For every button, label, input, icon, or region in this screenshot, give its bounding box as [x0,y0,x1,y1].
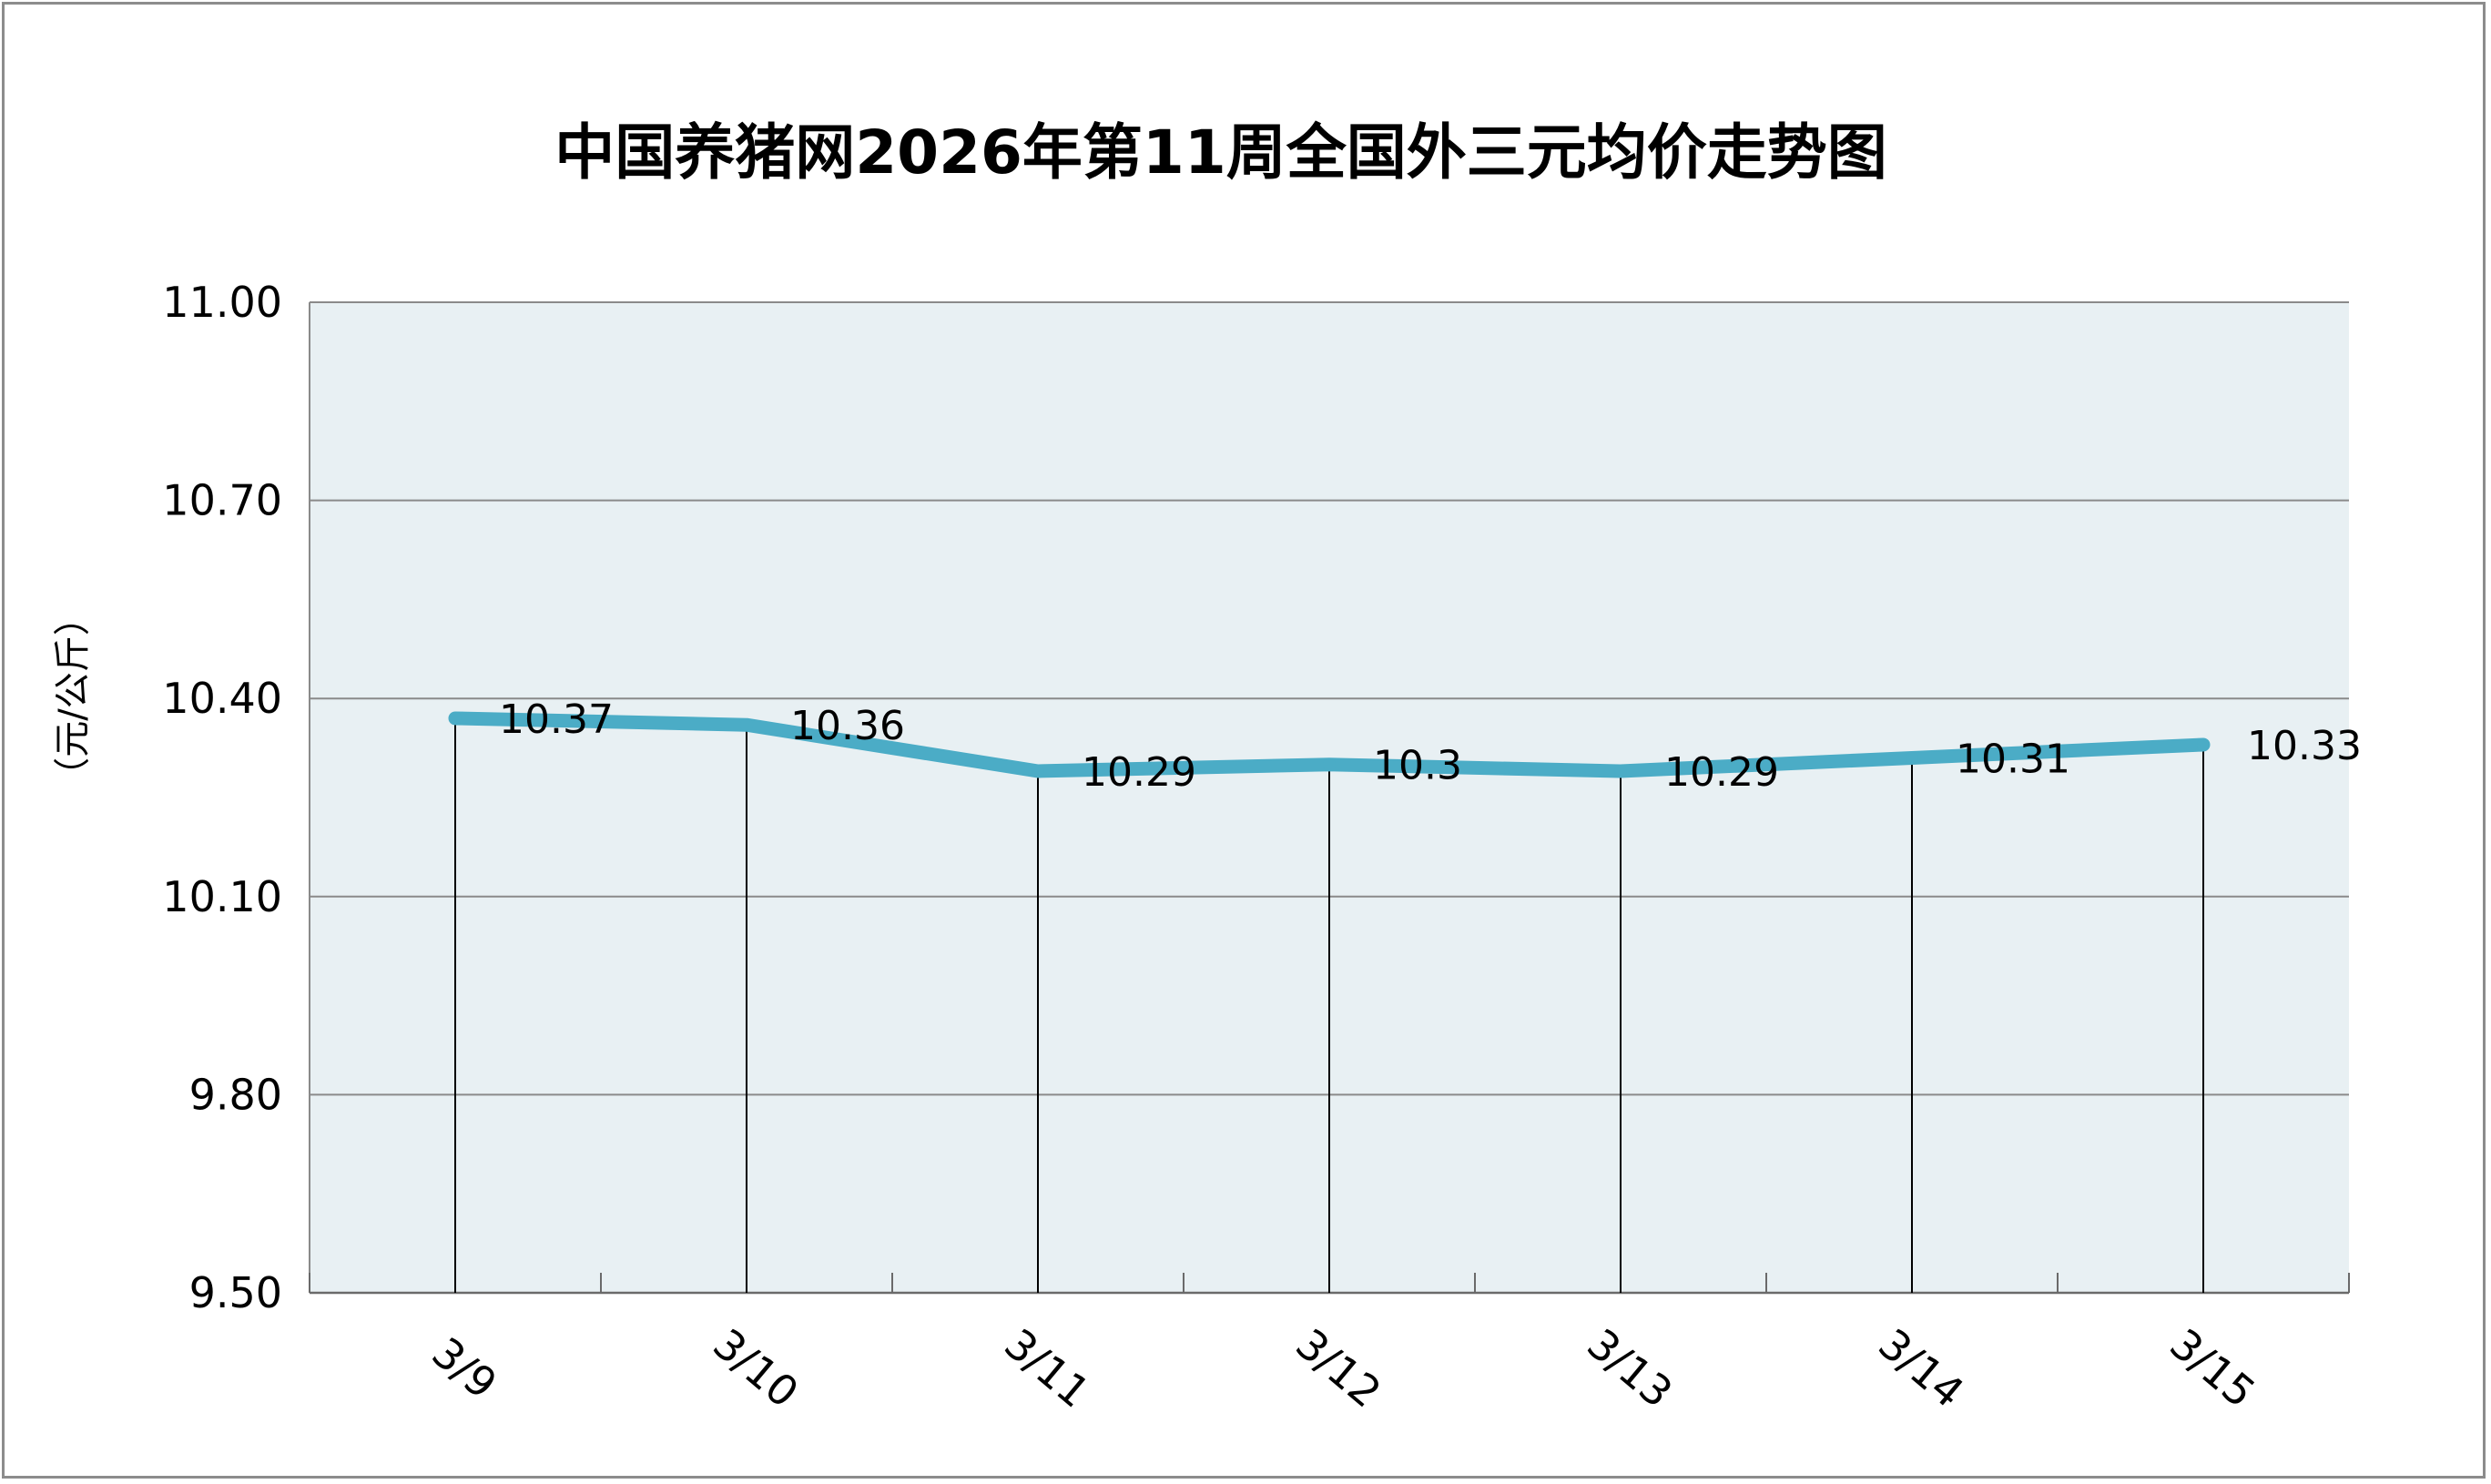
y-tick-label: 9.50 [189,1268,282,1317]
data-point [1614,764,1627,778]
data-label: 10.29 [1664,749,1779,796]
data-label: 10.3 [1373,743,1462,789]
chart-title: 中国养猪网2026年第11周全国外三元均价走势图 [554,117,1887,188]
data-point [449,711,462,725]
y-tick-label: 10.40 [162,674,282,723]
data-label: 10.31 [1956,736,2070,782]
data-label: 10.33 [2247,723,2362,769]
data-point [2197,737,2210,751]
y-tick-label: 10.10 [162,872,282,921]
data-point [740,718,753,732]
data-point [1032,764,1044,778]
x-tick-label: 3/9 [423,1327,506,1408]
data-label: 10.37 [499,696,614,743]
x-tick-label: 3/13 [1578,1319,1682,1418]
y-axis-label: （元/公斤） [52,599,94,793]
x-tick-label: 3/15 [2161,1319,2264,1418]
data-point [1906,751,1918,765]
data-label: 10.36 [790,703,905,749]
x-tick-label: 3/12 [1286,1319,1390,1418]
x-tick-label: 3/14 [1869,1319,1973,1418]
x-tick-label: 3/11 [995,1319,1099,1418]
x-tick-label: 3/10 [704,1319,808,1418]
plot-area: 9.50 9.80 10.10 10.40 10.70 11.00 10.37 10.36 10… [162,278,2362,1418]
data-label: 10.29 [1082,749,1196,796]
y-tick-label: 11.00 [162,278,282,327]
data-point [1323,757,1336,771]
line-chart: 中国养猪网2026年第11周全国外三元均价走势图 （元/公斤） 9.50 9.80… [52,117,2362,1418]
y-tick-label: 10.70 [162,476,282,525]
y-tick-label: 9.80 [189,1070,282,1119]
